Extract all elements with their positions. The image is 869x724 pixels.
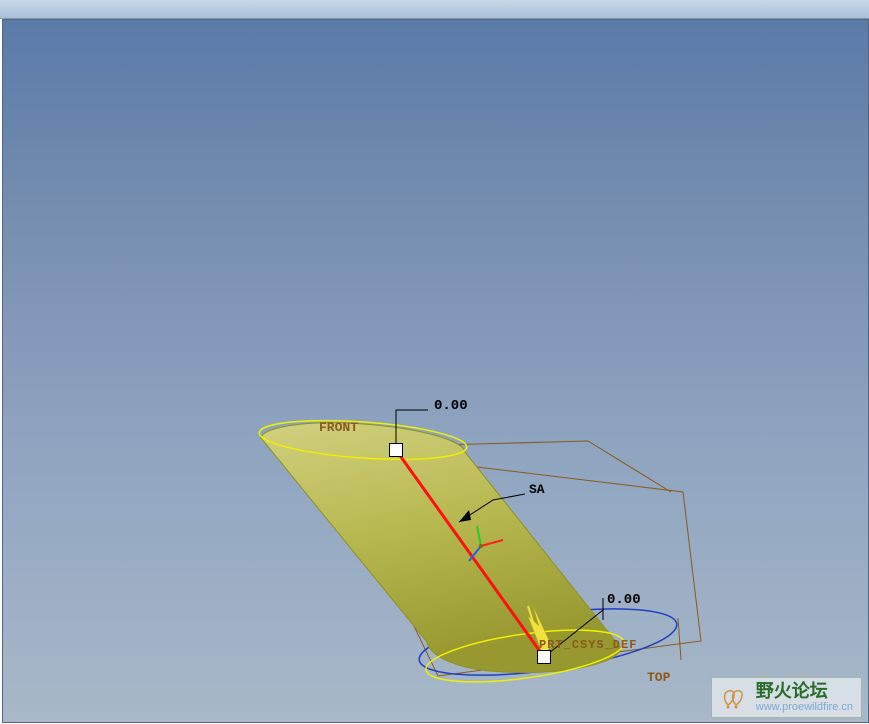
watermark: 野火论坛 www.proewildfire.cn xyxy=(711,677,862,718)
watermark-url: www.proewildfire.cn xyxy=(756,702,853,713)
model-viewport[interactable]: FRONT TOP PRT_CSYS_DEF SA 0.00 0.00 野火论坛… xyxy=(2,19,869,723)
trajectory-handle-start[interactable] xyxy=(389,443,403,457)
watermark-logo-icon xyxy=(720,685,750,711)
watermark-text: 野火论坛 www.proewildfire.cn xyxy=(756,682,853,713)
datum-edge xyxy=(678,618,681,660)
swept-solid[interactable] xyxy=(261,423,621,673)
watermark-title: 野火论坛 xyxy=(756,682,853,700)
trajectory-handle-end[interactable] xyxy=(537,650,551,664)
window-titlebar xyxy=(0,0,869,19)
scene-svg xyxy=(3,20,868,722)
